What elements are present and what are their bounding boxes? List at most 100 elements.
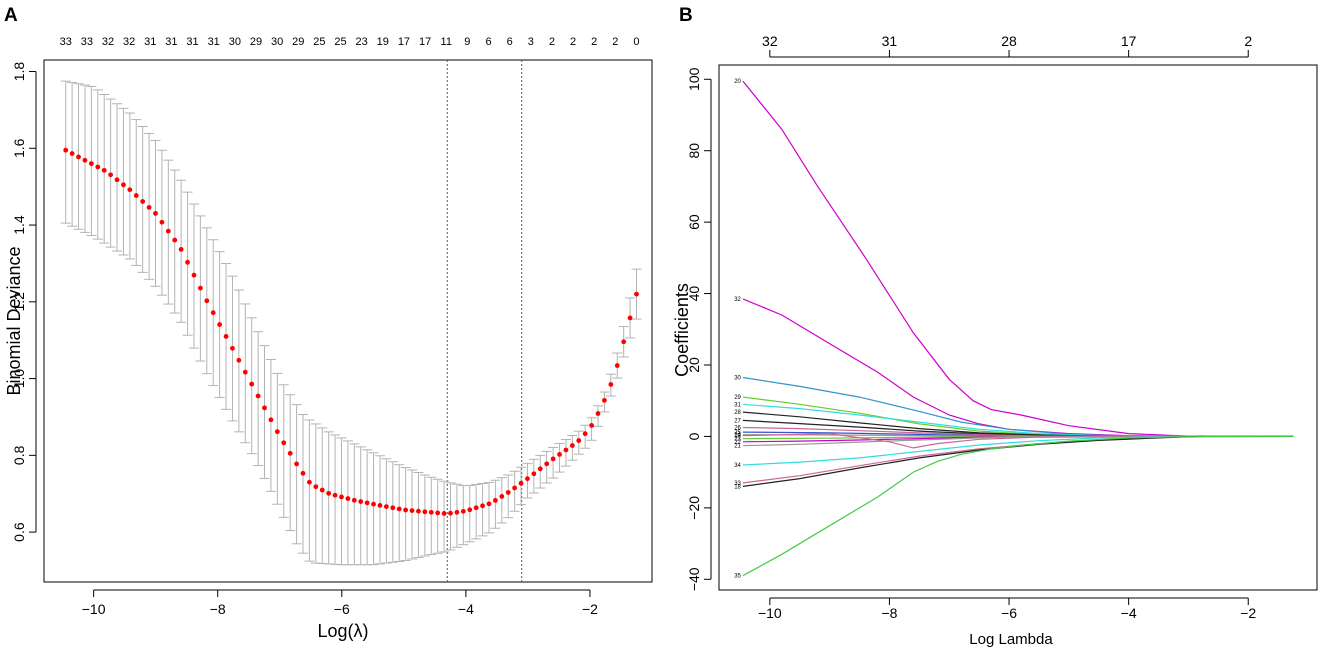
panel-b-path-label: 24 — [734, 433, 741, 439]
panel-a-deviance-point — [627, 315, 633, 321]
panel-a-deviance-point — [140, 199, 146, 204]
panel-a-top-axis-label: 2 — [570, 36, 576, 48]
panel-b-path-label: 35 — [734, 574, 741, 580]
panel-a-error-bars — [60, 80, 642, 566]
panel-b-y-axis: −40 −20 0 20 40 60 80 100 — [686, 67, 712, 591]
panel-a-deviance-point — [505, 490, 511, 495]
panel-a-top-axis-label: 19 — [377, 36, 389, 48]
panel-a-deviance-point — [69, 151, 75, 156]
panel-a-deviance-point — [454, 509, 460, 515]
panel-a-top-axis-label: 31 — [144, 36, 156, 48]
panel-a-top-axis-label: 25 — [313, 36, 325, 48]
panel-a-deviance-point — [467, 507, 473, 513]
panel-b: B 32 31 28 17 2 −10 −8 −6 −4 −2 −40 −20 0 20 40 60 80 1… — [672, 5, 1318, 648]
panel-a-deviance-point — [307, 479, 312, 485]
panel-a-deviance-point — [441, 511, 447, 516]
panel-a-top-axis-label: 30 — [229, 36, 241, 48]
panel-b-path-label: 20 — [734, 79, 741, 85]
panel-b-y-tick-label: 20 — [686, 357, 702, 373]
panel-label-a: A — [4, 5, 18, 26]
panel-b-path-label: 21 — [734, 444, 741, 450]
panel-a-deviance-point — [121, 182, 126, 188]
panel-a-top-axis-label: 29 — [292, 36, 304, 48]
panel-a-deviance-point — [422, 509, 428, 515]
panel-b-x-tick-label: −4 — [1121, 605, 1137, 621]
panel-a-deviance-point — [319, 487, 325, 493]
panel-a-deviance-point — [242, 369, 248, 375]
panel-b-path-label: 31 — [734, 402, 741, 408]
panel-a-deviance-point — [351, 497, 357, 503]
panel-a-top-axis-label: 9 — [464, 36, 470, 48]
panel-b-top-axis: 32 31 28 17 2 — [762, 33, 1252, 58]
panel-a-deviance-point — [281, 440, 287, 446]
panel-a-deviance-point — [595, 411, 601, 416]
panel-a-deviance-point — [204, 298, 210, 304]
panel-b-path-label: 25 — [734, 430, 741, 436]
panel-a-top-axis-label: 25 — [334, 36, 346, 48]
panel-a-x-axis-title: Log(λ) — [317, 621, 368, 641]
panel-a-deviance-point — [223, 334, 229, 339]
panel-b-path-label: 26 — [734, 426, 741, 432]
panel-a-y-tick-label: 1.6 — [11, 138, 27, 158]
panel-a-top-axis-label: 31 — [165, 36, 177, 48]
panel-a-top-axis-label: 23 — [356, 36, 368, 48]
panel-b-y-tick-label: 80 — [686, 143, 702, 159]
panel-a-top-axis-label: 32 — [123, 36, 135, 48]
panel-a-deviance-point — [339, 494, 344, 500]
panel-a-deviance-point — [473, 505, 479, 511]
panel-a-deviance-point — [563, 447, 569, 453]
panel-b-plot-box — [718, 64, 1318, 591]
panel-a-deviance-point — [133, 193, 139, 198]
panel-a-deviance-point — [512, 485, 518, 491]
panel-b-top-tick-label: 28 — [1001, 33, 1017, 49]
panel-a-deviance-point — [146, 205, 152, 210]
panel-a-deviance-point — [576, 438, 582, 443]
panel-a-top-axis-label: 2 — [612, 36, 618, 48]
panel-a-deviance-point — [236, 357, 242, 363]
panel-a-top-axis-label: 29 — [250, 36, 262, 48]
panel-a-top-axis-label: 2 — [549, 36, 555, 48]
panel-a-points — [63, 147, 639, 516]
panel-a-deviance-point — [403, 507, 409, 513]
panel-b-path-label: 32 — [734, 297, 741, 303]
panel-a-deviance-point — [230, 345, 235, 351]
panel-b-y-tick-label: 100 — [686, 67, 702, 91]
panel-label-b: B — [679, 5, 693, 26]
panel-a-deviance-point — [383, 504, 389, 510]
panel-a-y-tick-label: 1.0 — [11, 369, 27, 389]
panel-b-coefficient-paths — [742, 80, 1294, 577]
panel-a-deviance-point — [262, 405, 267, 411]
panel-a-deviance-point — [197, 285, 203, 291]
panel-b-path-label: 27 — [734, 418, 741, 424]
panel-a-deviance-point — [88, 161, 94, 167]
panel-a-deviance-point — [294, 461, 299, 467]
panel-a-deviance-point — [557, 452, 562, 457]
panel-a-deviance-point — [313, 484, 319, 490]
panel-a-top-axis-label: 33 — [60, 36, 72, 48]
panel-a-deviance-point — [210, 310, 216, 316]
panel-a-deviance-point — [101, 167, 107, 173]
panel-a-deviance-point — [153, 210, 158, 216]
panel-b-y-axis-title: Coefficients — [672, 283, 692, 377]
panel-a-deviance-point — [582, 431, 588, 437]
panel-b-path-label: 22 — [734, 440, 741, 446]
panel-a-deviance-point — [602, 397, 607, 403]
panel-a-x-tick-label: −6 — [334, 601, 350, 617]
panel-a-deviance-point — [191, 272, 197, 278]
panel-a-deviance-point — [114, 177, 120, 183]
panel-a-deviance-point — [76, 154, 81, 160]
panel-b-x-axis: −10 −8 −6 −4 −2 — [758, 597, 1256, 621]
panel-a-deviance-point — [550, 456, 556, 462]
panel-b-coefficient-path — [742, 435, 1294, 447]
panel-a-deviance-point — [178, 247, 184, 252]
panel-a-deviance-point — [544, 461, 550, 467]
panel-a-deviance-point — [255, 393, 261, 399]
panel-a-top-axis-label: 3 — [528, 36, 534, 48]
panel-a-deviance-point — [108, 172, 114, 178]
panel-b-path-label: 33 — [734, 481, 741, 487]
panel-a-deviance-point — [409, 508, 415, 514]
panel-a-plot-box — [43, 59, 653, 583]
panel-a-top-axis-label: 31 — [208, 36, 220, 48]
panel-a-deviance-point — [492, 498, 498, 503]
